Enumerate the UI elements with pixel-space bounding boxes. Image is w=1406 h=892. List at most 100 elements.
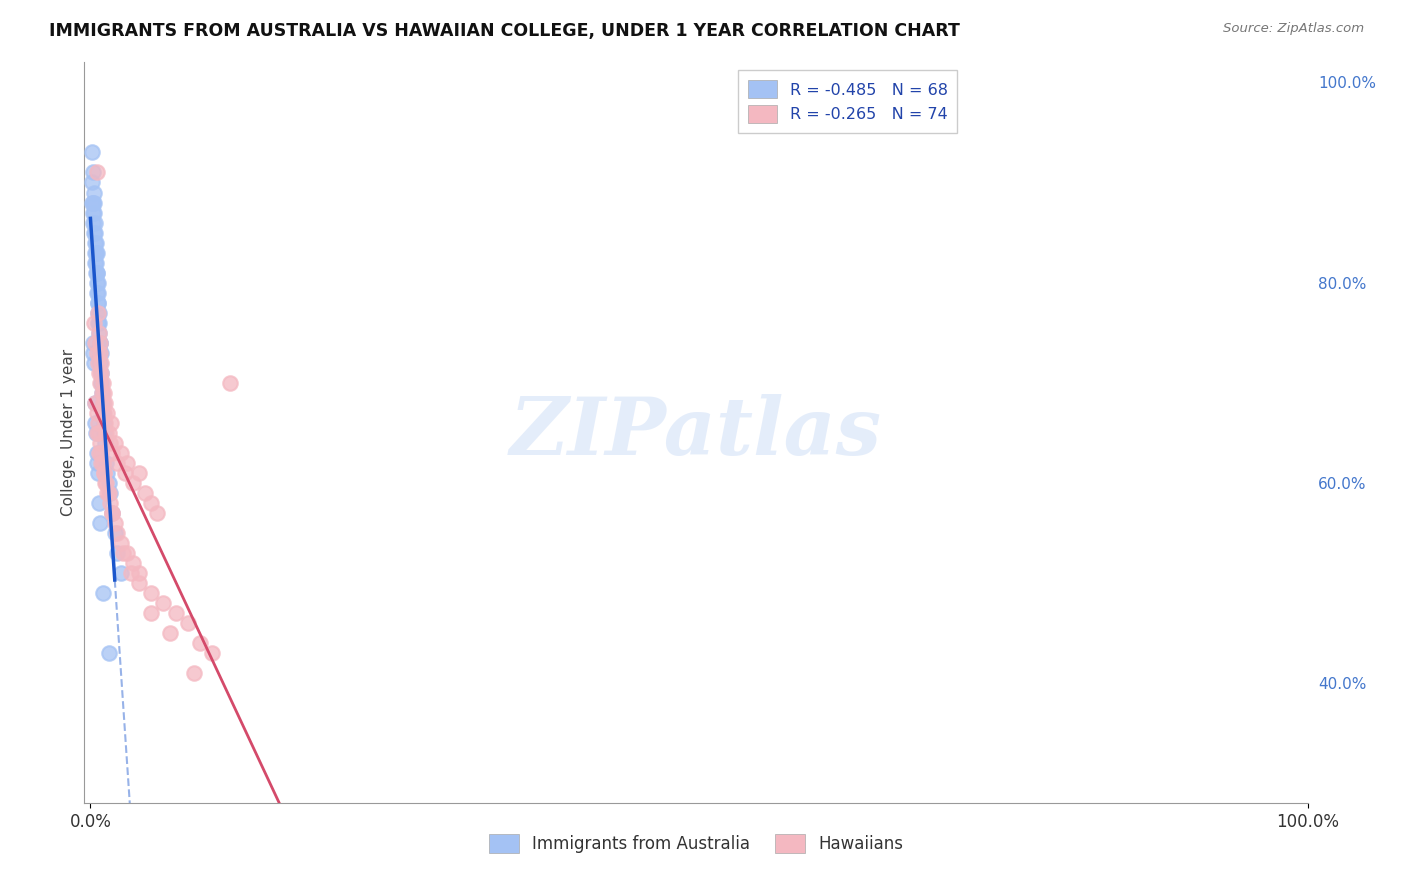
Point [97, 475, 120, 490]
Text: Source: ZipAtlas.com: Source: ZipAtlas.com [1223, 22, 1364, 36]
Point [120, 566, 142, 580]
Point [96, 425, 118, 440]
Point [83, 215, 105, 229]
Point [89, 516, 111, 530]
Point [141, 585, 163, 599]
Point [93, 416, 115, 430]
Point [89, 335, 111, 350]
Point [91, 395, 114, 409]
Point [91, 406, 114, 420]
Point [91, 376, 114, 390]
Point [96, 466, 118, 480]
Point [128, 575, 150, 590]
Point [84, 266, 107, 280]
Point [83, 186, 105, 200]
Point [87, 295, 110, 310]
Point [82, 195, 104, 210]
Point [115, 456, 138, 470]
Point [101, 506, 124, 520]
Point [89, 335, 111, 350]
Point [83, 355, 105, 369]
Point [84, 255, 107, 269]
Point [93, 385, 115, 400]
Point [83, 226, 105, 240]
Point [91, 585, 114, 599]
Point [80, 145, 103, 160]
Point [86, 406, 108, 420]
Text: ZIPatlas: ZIPatlas [510, 394, 882, 471]
Point [84, 416, 107, 430]
Point [87, 305, 110, 319]
Point [87, 305, 110, 319]
Point [90, 345, 112, 359]
Point [90, 456, 112, 470]
Point [105, 456, 128, 470]
Point [90, 366, 112, 380]
Point [84, 425, 107, 440]
Point [83, 235, 105, 250]
Point [84, 245, 107, 260]
Point [90, 445, 112, 459]
Point [141, 606, 163, 620]
Point [89, 355, 111, 369]
Point [87, 326, 110, 340]
Point [98, 435, 121, 450]
Point [128, 566, 150, 580]
Point [90, 366, 112, 380]
Point [105, 546, 128, 560]
Point [100, 416, 122, 430]
Point [91, 456, 114, 470]
Point [101, 445, 124, 459]
Point [87, 316, 110, 330]
Point [80, 195, 103, 210]
Point [94, 395, 117, 409]
Point [87, 416, 110, 430]
Point [83, 205, 105, 219]
Point [177, 615, 200, 630]
Point [112, 546, 135, 560]
Point [98, 496, 121, 510]
Point [105, 525, 128, 540]
Point [87, 276, 110, 290]
Point [86, 345, 108, 359]
Point [87, 366, 110, 380]
Point [94, 416, 117, 430]
Point [86, 266, 108, 280]
Point [90, 376, 112, 390]
Point [89, 345, 111, 359]
Point [101, 506, 124, 520]
Point [89, 376, 111, 390]
Point [110, 535, 132, 549]
Point [110, 566, 132, 580]
Point [87, 425, 110, 440]
Point [84, 245, 107, 260]
Point [96, 475, 118, 490]
Point [82, 215, 104, 229]
Y-axis label: College, Under 1 year: College, Under 1 year [60, 349, 76, 516]
Point [134, 485, 156, 500]
Point [165, 606, 187, 620]
Point [97, 425, 120, 440]
Point [115, 546, 138, 560]
Point [82, 345, 104, 359]
Point [86, 295, 108, 310]
Point [89, 316, 111, 330]
Point [183, 665, 205, 680]
Point [141, 496, 163, 510]
Point [122, 556, 145, 570]
Point [84, 395, 107, 409]
Point [82, 176, 104, 190]
Point [98, 485, 121, 500]
Point [89, 345, 111, 359]
Legend: Immigrants from Australia, Hawaiians: Immigrants from Australia, Hawaiians [481, 825, 911, 861]
Point [87, 326, 110, 340]
Point [84, 255, 107, 269]
Point [104, 516, 127, 530]
Point [104, 435, 127, 450]
Point [152, 596, 174, 610]
Point [114, 466, 136, 480]
Point [87, 285, 110, 300]
Point [93, 466, 115, 480]
Point [87, 445, 110, 459]
Point [86, 276, 108, 290]
